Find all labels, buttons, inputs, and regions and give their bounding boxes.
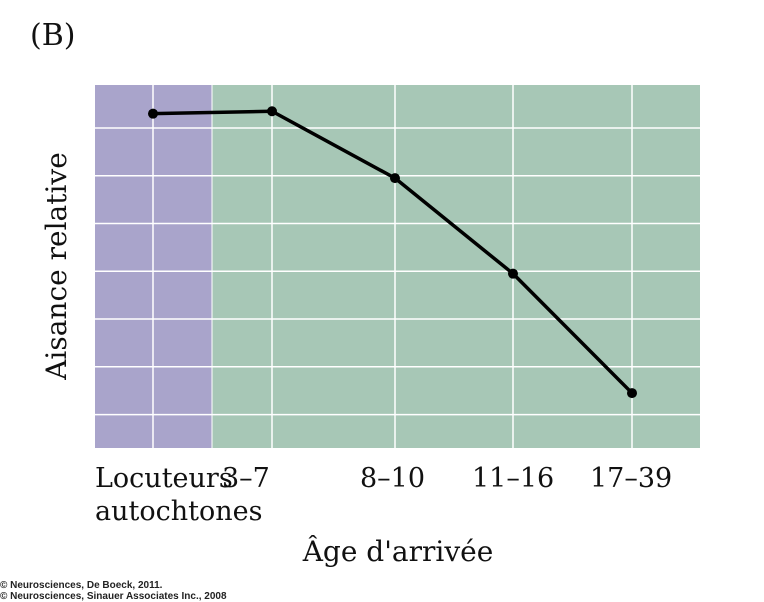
copyright-line-1: © Neurosciences, De Boeck, 2011. <box>0 580 163 591</box>
data-point <box>148 108 158 119</box>
copyright-line-2: © Neurosciences, Sinauer Associates Inc.… <box>0 591 227 602</box>
x-tick-label: 3–7 <box>222 463 270 494</box>
data-point <box>267 106 277 117</box>
x-tick-label: 17–39 <box>590 463 672 494</box>
x-tick-label: 11–16 <box>472 463 554 494</box>
x-axis-title: Âge d'arrivée <box>302 535 494 568</box>
learner-region <box>212 85 700 448</box>
y-axis-title: Aisance relative <box>40 152 73 381</box>
x-tick-label: autochtones <box>95 496 262 527</box>
plot-background <box>95 85 700 448</box>
data-point <box>508 268 518 279</box>
x-tick-label: Locuteurs <box>95 463 233 494</box>
data-point <box>627 388 637 399</box>
series-fluency <box>148 106 637 399</box>
panel-label: (B) <box>30 18 76 53</box>
data-point <box>390 173 400 184</box>
x-tick-label: 8–10 <box>360 463 425 494</box>
copyright-notice: © Neurosciences, De Boeck, 2011. © Neuro… <box>0 580 227 602</box>
